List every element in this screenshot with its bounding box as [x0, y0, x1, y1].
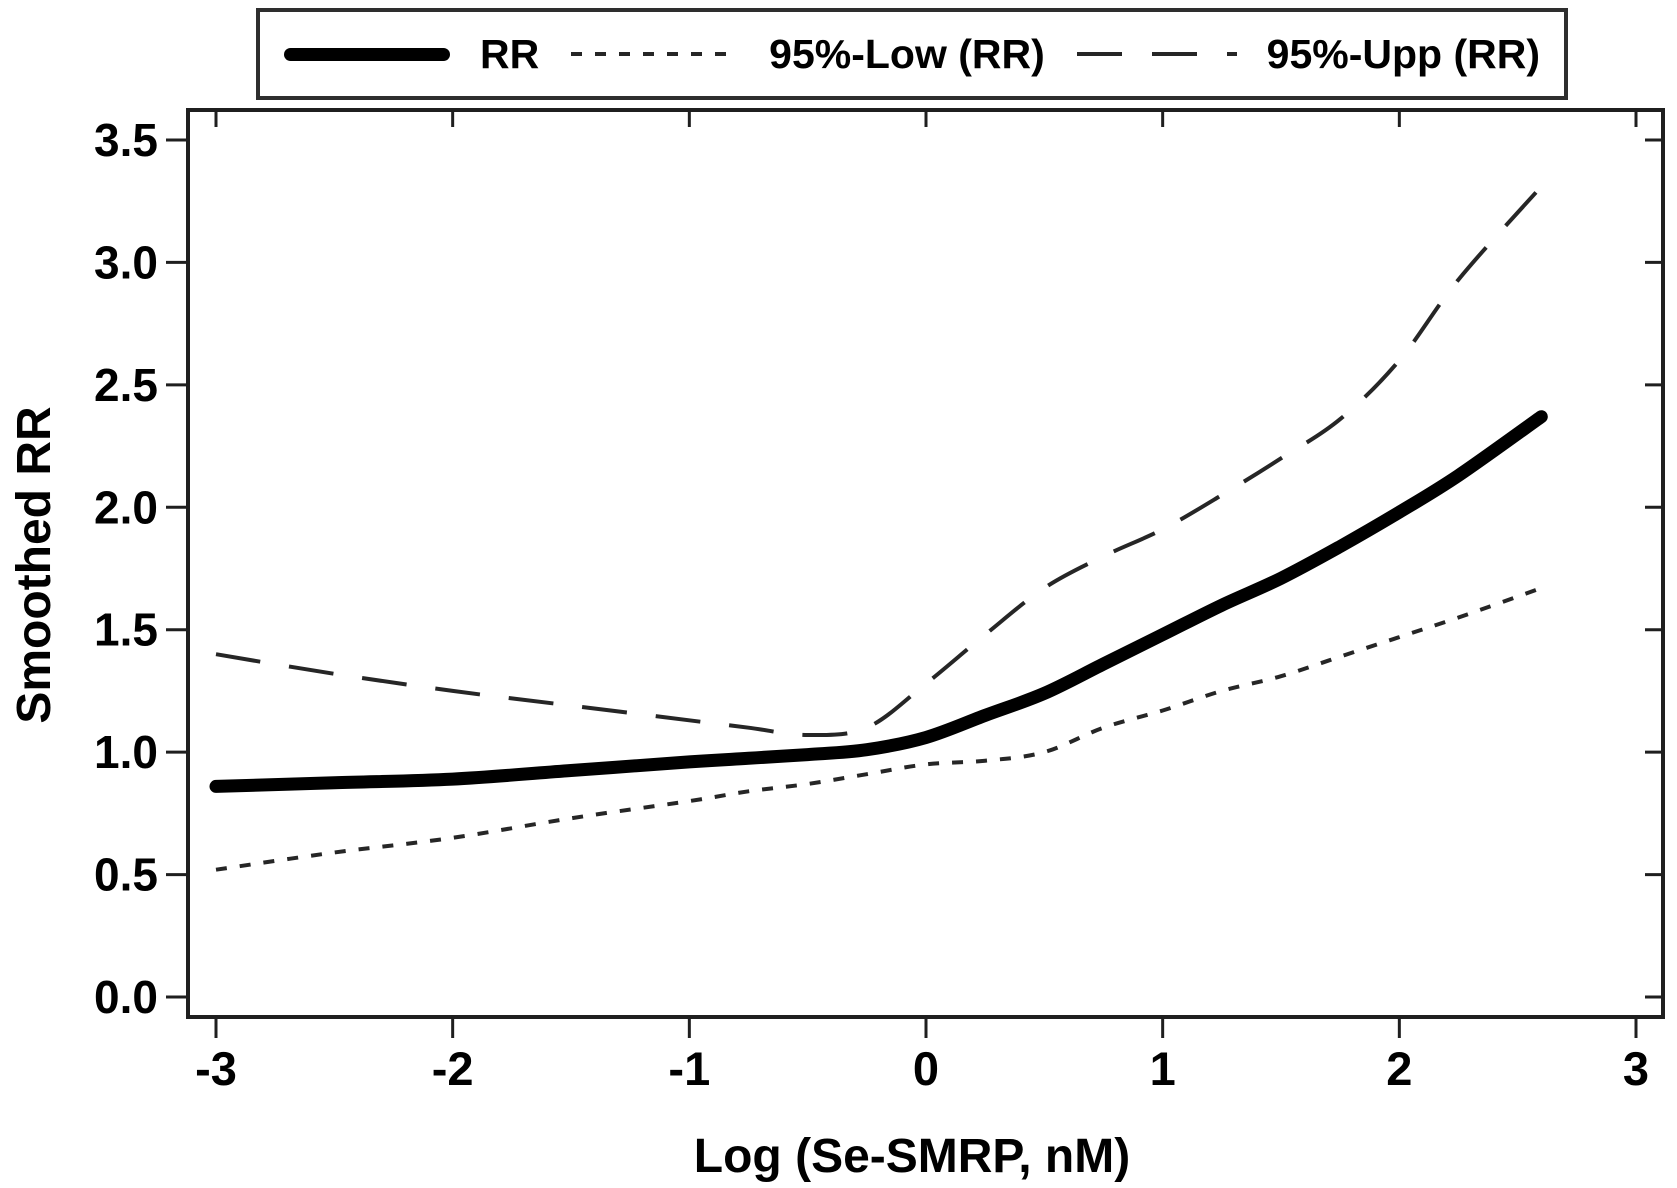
- x-tick-label: -3: [195, 1042, 237, 1095]
- series-line-95-low-rr: [215, 586, 1542, 872]
- y-tick-label: 2.0: [94, 481, 158, 533]
- ci-upp-dashed-line-swatch-icon: [1076, 52, 1237, 56]
- plot-frame: [186, 108, 1665, 1019]
- series-line-95-upp-rr: [215, 185, 1543, 738]
- legend-label-rr: RR: [480, 30, 540, 77]
- y-tick-label: 2.5: [94, 359, 158, 411]
- y-tick-label: 3.0: [94, 236, 158, 288]
- legend-label-95-low: 95%-Low (RR): [769, 30, 1045, 77]
- x-tick-label: 3: [1623, 1042, 1649, 1095]
- x-tick-label: 1: [1150, 1042, 1176, 1095]
- y-tick-label: 1.5: [94, 604, 158, 656]
- y-axis: 0.0 0.5 1.0 1.5 2.0 2.5 3.0 3.5: [94, 114, 1663, 1023]
- x-tick-label: 2: [1386, 1042, 1412, 1095]
- x-tick-label: -1: [668, 1042, 710, 1095]
- series-line-rr: [209, 410, 1548, 793]
- legend-item-95-upp: 95%-Upp (RR): [1076, 30, 1540, 78]
- y-axis-title: Smoothed RR: [8, 406, 61, 723]
- x-tick-label: -2: [432, 1042, 474, 1095]
- x-axis-title: Log (Se-SMRP, nM): [694, 1130, 1130, 1183]
- legend-item-95-low: 95%-Low (RR): [571, 31, 1045, 78]
- x-axis: -3 -2 -1 0 1 2 3: [195, 110, 1649, 1095]
- y-tick-label: 3.5: [94, 114, 158, 166]
- legend-label-95-upp: 95%-Upp (RR): [1266, 30, 1540, 77]
- legend: RR 95%-Low (RR) 95%-Upp (RR): [256, 8, 1568, 100]
- y-tick-label: 1.0: [94, 726, 158, 778]
- legend-item-rr: RR: [284, 31, 539, 78]
- y-tick-label: 0.0: [94, 971, 158, 1023]
- ci-low-dotted-line-swatch-icon: [571, 52, 740, 56]
- rr-solid-line-swatch-icon: [284, 47, 450, 61]
- x-tick-label: 0: [913, 1042, 939, 1095]
- y-tick-label: 0.5: [94, 849, 158, 901]
